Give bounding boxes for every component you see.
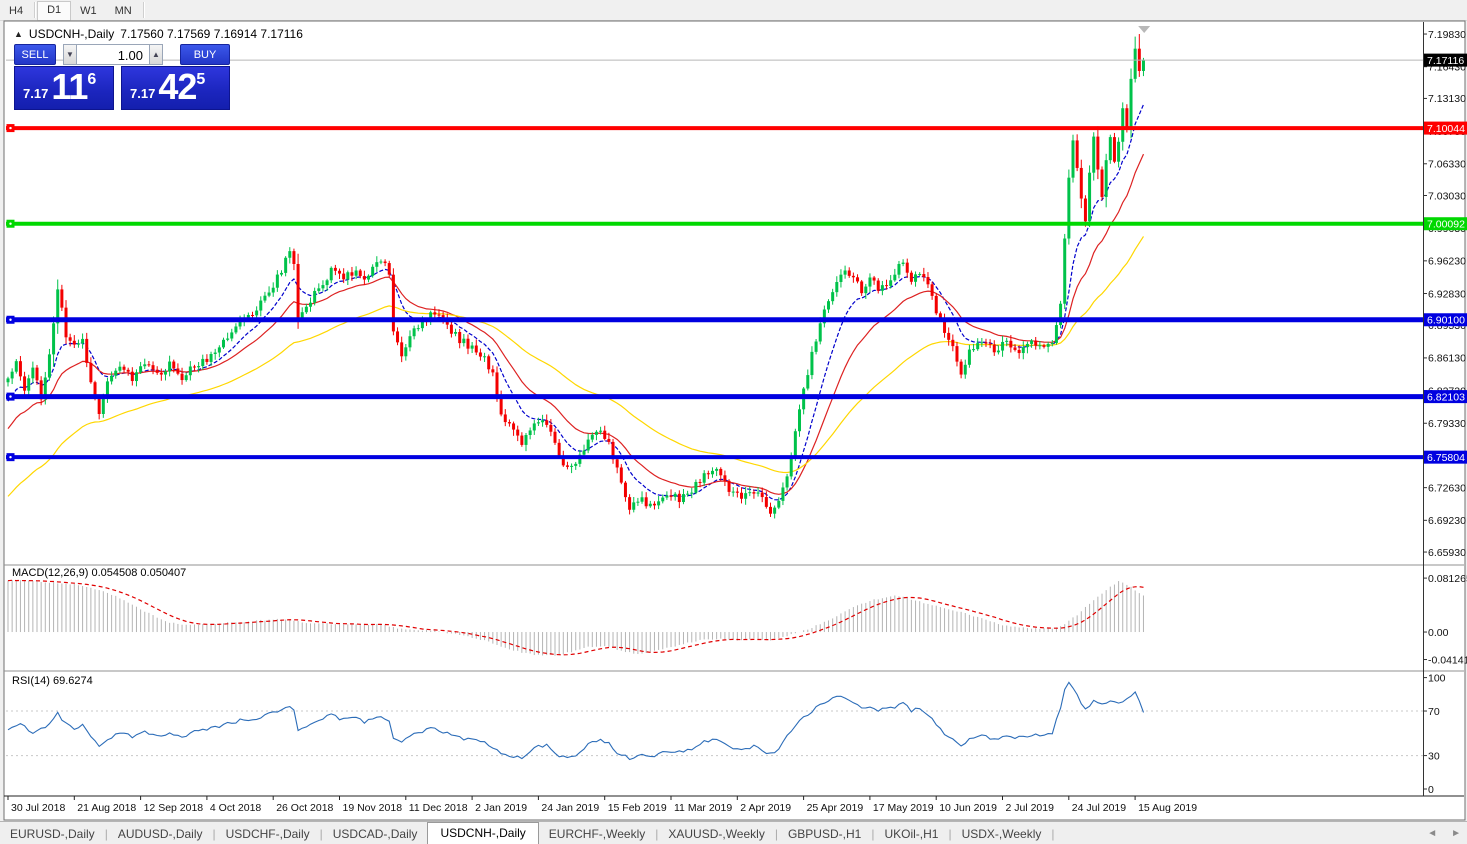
svg-text:6.86130: 6.86130 [1428,353,1466,365]
timeframe-h4-button[interactable]: H4 [9,4,24,17]
tab-usdcnh-daily[interactable]: USDCNH-,Daily [427,822,539,844]
svg-text:7.06330: 7.06330 [1428,159,1466,171]
one-click-trade-panel: SELL ▼ 1.00 ▲ BUY 7.17 11 6 7.17 42 5 [14,44,230,110]
svg-text:6.79330: 6.79330 [1428,418,1466,430]
svg-text:15 Feb 2019: 15 Feb 2019 [608,802,667,814]
tab-separator: | [871,827,875,841]
sell-price-pip: 6 [87,71,97,88]
svg-text:7.03030: 7.03030 [1428,190,1466,202]
svg-text:0.081265: 0.081265 [1428,573,1467,585]
svg-text:7.17116: 7.17116 [1427,55,1464,67]
tab-separator: | [104,827,108,841]
svg-text:7.19830: 7.19830 [1428,29,1466,41]
tab-audusd-daily[interactable]: AUDUSD-,Daily [117,827,203,841]
timeframe-d1-button[interactable]: D1 [37,0,72,21]
svg-text:7.00092: 7.00092 [1427,219,1465,231]
tab-xauusd-weekly[interactable]: XAUUSD-,Weekly [668,827,765,841]
macd-label: MACD(12,26,9) 0.054508 0.050407 [12,567,187,579]
svg-text:12 Sep 2018: 12 Sep 2018 [144,802,204,814]
tab-separator: | [655,827,659,841]
svg-text:6.90100: 6.90100 [1427,315,1465,327]
chart-tab-bar: EURUSD-,Daily | AUDUSD-,Daily | USDCHF-,Da… [0,821,1467,844]
toolbar-separator [34,2,36,18]
svg-text:7.13130: 7.13130 [1428,93,1466,105]
chart-symbol-label: USDCNH-,Daily [28,27,115,41]
svg-text:26 Oct 2018: 26 Oct 2018 [276,802,333,814]
svg-text:0: 0 [1428,784,1434,796]
svg-text:17 May 2019: 17 May 2019 [873,802,934,814]
svg-text:0.00: 0.00 [1428,627,1449,639]
tab-separator: | [212,827,216,841]
rsi-label: RSI(14) 69.6274 [12,675,93,687]
svg-text:70: 70 [1428,706,1440,718]
tab-ukoil-h1[interactable]: UKOil-,H1 [884,827,939,841]
svg-text:4 Oct 2018: 4 Oct 2018 [210,802,262,814]
svg-text:-0.041412: -0.041412 [1428,654,1467,666]
buy-price-big: 42 [158,66,197,107]
tab-eurchf-weekly[interactable]: EURCHF-,Weekly [548,827,646,841]
svg-text:2 Jul 2019: 2 Jul 2019 [1006,802,1055,814]
tab-separator: | [948,827,952,841]
buy-price-pip: 5 [196,71,206,88]
sell-button[interactable]: SELL [14,44,56,65]
svg-text:7.10044: 7.10044 [1427,123,1465,135]
svg-text:6.92830: 6.92830 [1428,288,1466,300]
collapse-trade-panel-icon[interactable]: ▲ [14,29,23,39]
timeframe-mn-button[interactable]: MN [114,4,132,17]
timeframe-w1-button[interactable]: W1 [80,4,97,17]
tab-gbpusd-h1[interactable]: GBPUSD-,H1 [787,827,862,841]
svg-text:10 Jun 2019: 10 Jun 2019 [939,802,997,814]
chart-ohlc-values: 7.17560 7.17569 7.16914 7.17116 [120,27,303,41]
svg-text:6.75804: 6.75804 [1427,452,1465,464]
svg-text:6.96230: 6.96230 [1428,256,1466,268]
tab-scroll-right-icon[interactable]: ► [1451,828,1461,839]
tab-separator: | [1051,827,1055,841]
svg-text:2 Jan 2019: 2 Jan 2019 [475,802,527,814]
volume-input[interactable]: 1.00 [77,44,149,65]
tab-usdchf-daily[interactable]: USDCHF-,Daily [225,827,310,841]
svg-text:11 Dec 2018: 11 Dec 2018 [409,802,468,814]
tab-usdcad-daily[interactable]: USDCAD-,Daily [332,827,418,841]
chart-header: ▲ USDCNH-,Daily 7.17560 7.17569 7.16914 … [14,27,303,41]
toolbar-separator [142,2,144,18]
svg-text:100: 100 [1428,672,1446,684]
svg-text:6.72630: 6.72630 [1428,482,1466,494]
svg-text:6.82103: 6.82103 [1427,391,1465,403]
svg-text:15 Aug 2019: 15 Aug 2019 [1138,802,1197,814]
svg-text:24 Jan 2019: 24 Jan 2019 [541,802,599,814]
volume-increase-button[interactable]: ▲ [149,44,163,65]
tab-separator: | [774,827,778,841]
tab-eurusd-daily[interactable]: EURUSD-,Daily [10,827,95,841]
svg-text:24 Jul 2019: 24 Jul 2019 [1072,802,1126,814]
sell-price-prefix: 7.17 [23,86,49,101]
sell-price-box[interactable]: 7.17 11 6 [14,66,114,110]
svg-text:11 Mar 2019: 11 Mar 2019 [674,802,732,814]
sell-price-big: 11 [51,66,88,107]
svg-text:21 Aug 2018: 21 Aug 2018 [77,802,136,814]
svg-text:2 Apr 2019: 2 Apr 2019 [740,802,791,814]
svg-text:6.69230: 6.69230 [1428,515,1466,527]
svg-text:19 Nov 2018: 19 Nov 2018 [343,802,403,814]
buy-price-box[interactable]: 7.17 42 5 [121,66,230,110]
tab-usdx-weekly[interactable]: USDX-,Weekly [961,827,1042,841]
buy-price-prefix: 7.17 [130,86,156,101]
tab-scroll-left-icon[interactable]: ◄ [1427,828,1438,839]
svg-text:6.65930: 6.65930 [1428,547,1466,559]
buy-button[interactable]: BUY [180,44,230,65]
volume-decrease-button[interactable]: ▼ [63,44,77,65]
tab-separator: | [319,827,323,841]
svg-text:25 Apr 2019: 25 Apr 2019 [807,802,864,814]
svg-text:30: 30 [1428,750,1440,762]
svg-text:30 Jul 2018: 30 Jul 2018 [11,802,65,814]
